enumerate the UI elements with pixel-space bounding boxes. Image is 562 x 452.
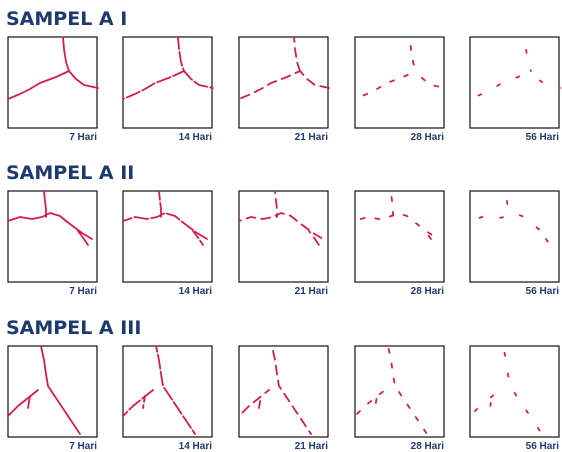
panel: [8, 37, 98, 128]
panel-label: 28 Hari: [411, 286, 445, 297]
row-title: SAMPEL A I: [6, 8, 127, 30]
panel-box: [239, 346, 328, 437]
panel-label: 14 Hari: [179, 286, 213, 297]
panel-label: 56 Hari: [526, 441, 560, 452]
panel-label: 7 Hari: [69, 286, 97, 297]
panel-label: 21 Hari: [295, 286, 329, 297]
panel: [470, 37, 560, 128]
panel-label: 21 Hari: [295, 441, 329, 452]
row-title: SAMPEL A II: [6, 162, 134, 184]
panel-box: [470, 37, 559, 128]
panel-box: [355, 191, 444, 282]
panel-box: [8, 191, 97, 282]
panel-label: 56 Hari: [526, 286, 560, 297]
panel-label: 7 Hari: [69, 441, 97, 452]
panel: [470, 191, 559, 282]
panel: [123, 346, 212, 437]
row-title: SAMPEL A III: [6, 317, 141, 339]
panel-label: 56 Hari: [526, 132, 560, 143]
panel-box: [8, 37, 97, 128]
panel: [123, 37, 213, 128]
panel: [123, 191, 212, 282]
panel-box: [355, 37, 444, 128]
panel-box: [470, 191, 559, 282]
panel-box: [239, 37, 328, 128]
panel-label: 14 Hari: [179, 441, 213, 452]
panel-label: 14 Hari: [179, 132, 213, 143]
panel-label: 28 Hari: [411, 441, 445, 452]
panel: [8, 191, 97, 282]
panel: [355, 37, 445, 128]
panel: [239, 191, 328, 282]
panel-label: 7 Hari: [69, 132, 97, 143]
panel: [239, 346, 328, 437]
panel-box: [123, 191, 212, 282]
panel-box: [239, 191, 328, 282]
panel: [355, 346, 444, 437]
panel-box: [470, 346, 559, 437]
panel-box: [123, 37, 212, 128]
figure: SAMPEL A I 7 Hari 14 Hari 21 Hari 28 Hari 56 …: [0, 0, 562, 452]
panel: [355, 191, 444, 282]
panel: [470, 346, 559, 437]
panel: [8, 346, 97, 437]
panel: [239, 37, 329, 128]
panel-label: 21 Hari: [295, 132, 329, 143]
panel-label: 28 Hari: [411, 132, 445, 143]
